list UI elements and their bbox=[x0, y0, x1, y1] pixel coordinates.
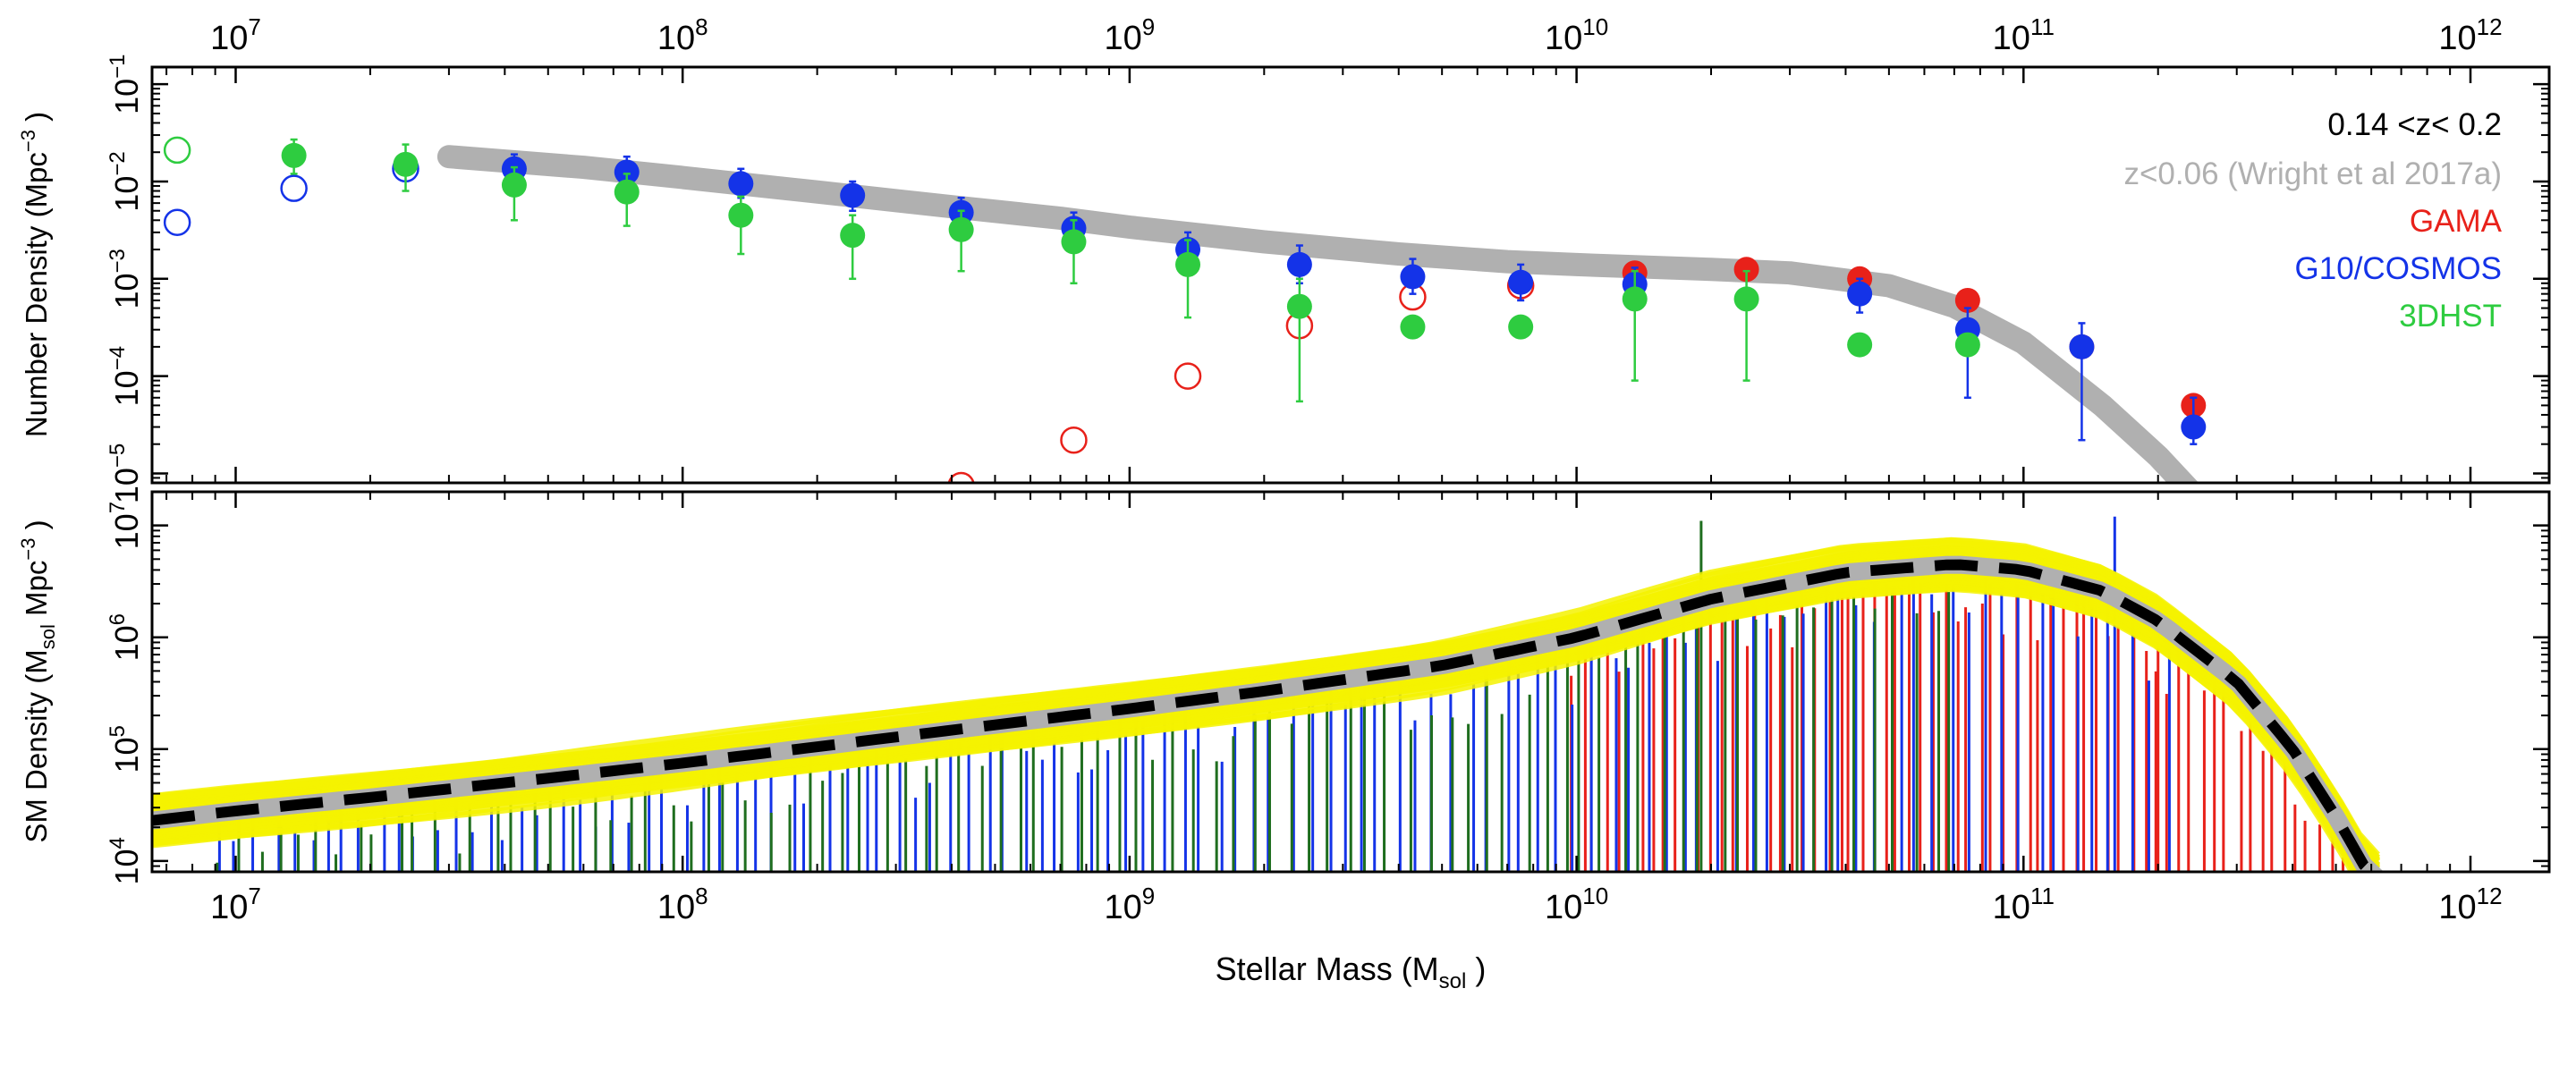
filled-point bbox=[1508, 314, 1534, 340]
x-tick-label: 107 bbox=[210, 883, 261, 926]
number-density-points bbox=[163, 136, 2207, 483]
x-tick-label-top: 1010 bbox=[1545, 13, 1608, 57]
filled-point bbox=[1847, 281, 1873, 307]
x-tick-label: 1011 bbox=[1993, 883, 2055, 926]
open-point bbox=[163, 136, 191, 165]
filled-point bbox=[2069, 334, 2095, 359]
filled-point bbox=[728, 171, 754, 197]
filled-point bbox=[1061, 229, 1087, 255]
open-point bbox=[1060, 426, 1088, 454]
y-tick-label: 10−2 bbox=[106, 151, 145, 211]
x-tick-label: 1012 bbox=[2438, 883, 2502, 926]
open-point bbox=[1174, 362, 1202, 390]
bottom-y-axis-ticks: 107 106 105 104 bbox=[106, 502, 2549, 885]
filled-point bbox=[614, 159, 640, 185]
filled-point bbox=[728, 202, 754, 228]
filled-point bbox=[840, 182, 866, 208]
filled-point bbox=[1286, 251, 1312, 277]
filled-point bbox=[1622, 286, 1648, 312]
y-tick-label: 106 bbox=[106, 613, 145, 661]
filled-point bbox=[1286, 293, 1312, 319]
x-tick-label-top: 1011 bbox=[1993, 13, 2055, 57]
y-tick-label: 10−5 bbox=[106, 444, 145, 503]
y-tick-label: 105 bbox=[106, 725, 145, 773]
x-tick-label-top: 108 bbox=[657, 13, 708, 57]
top-plot-frame bbox=[150, 65, 2551, 485]
y-tick-label: 10−4 bbox=[106, 346, 145, 406]
legend-entry: G10/COSMOS bbox=[2295, 251, 2502, 286]
filled-point bbox=[1847, 332, 1873, 358]
series-gama bbox=[947, 257, 2207, 483]
redshift-label: 0.14 <z< 0.2 bbox=[2327, 107, 2502, 142]
filled-point bbox=[614, 179, 640, 205]
top-y-axis-ticks: 10−1 10−2 10−3 10−4 10−5 bbox=[106, 54, 2549, 503]
best-fit-dashed bbox=[152, 559, 2379, 872]
filled-point bbox=[1954, 287, 1980, 313]
filled-point bbox=[1508, 269, 1534, 295]
filled-point bbox=[393, 151, 419, 177]
top-x-axis-ticks: 107 108 109 1010 1011 1012 bbox=[165, 13, 2503, 483]
bottom-y-axis-label: SM Density (Msol Mpc−3 ) bbox=[17, 520, 59, 842]
x-tick-label: 108 bbox=[657, 883, 708, 926]
legend-entry: z<0.06 (Wright et al 2017a) bbox=[2123, 156, 2502, 191]
series-3dhst bbox=[163, 136, 1980, 403]
x-tick-label-top: 1012 bbox=[2438, 13, 2502, 57]
y-tick-label: 104 bbox=[106, 837, 145, 884]
filled-point bbox=[501, 172, 527, 198]
filled-point bbox=[1954, 332, 1980, 358]
x-tick-label: 1010 bbox=[1545, 883, 1608, 926]
best-fit-curve bbox=[152, 555, 2385, 872]
top-y-axis-label: Number Density (Mpc−3 ) bbox=[17, 112, 53, 437]
filled-point bbox=[840, 223, 866, 249]
x-tick-label-top: 107 bbox=[210, 13, 261, 57]
filled-point bbox=[1400, 314, 1426, 340]
legend: z<0.06 (Wright et al 2017a) GAMA G10/COSMO… bbox=[2123, 156, 2502, 334]
x-axis-label: Stellar Mass (Msol ) bbox=[1216, 950, 1487, 993]
filled-point bbox=[948, 216, 974, 242]
filled-point bbox=[281, 142, 307, 168]
open-point bbox=[947, 471, 975, 483]
open-point bbox=[163, 208, 191, 236]
x-tick-label: 109 bbox=[1105, 883, 1156, 926]
filled-point bbox=[1400, 264, 1426, 290]
x-tick-label-top: 109 bbox=[1105, 13, 1156, 57]
y-tick-label: 10−3 bbox=[106, 249, 145, 308]
filled-point bbox=[1733, 257, 1759, 283]
filled-point bbox=[1175, 251, 1201, 277]
sm-density-bars bbox=[216, 516, 2356, 872]
open-point bbox=[280, 174, 308, 202]
reference-curve-wright2017a bbox=[436, 145, 2199, 483]
filled-point bbox=[1733, 286, 1759, 312]
bottom-x-axis-ticks: 107 108 109 1010 1011 1012 bbox=[165, 492, 2503, 926]
filled-point bbox=[2181, 414, 2207, 440]
band-realisation bbox=[152, 539, 2380, 858]
y-tick-label: 107 bbox=[106, 502, 145, 549]
legend-entry: GAMA bbox=[2410, 204, 2503, 239]
number-density-panel: 107 108 109 1010 1011 1012 10−110−210−310−410… bbox=[17, 13, 2551, 503]
legend-entry: 3DHST bbox=[2399, 299, 2502, 334]
y-tick-label: 10−1 bbox=[106, 54, 145, 114]
sm-density-panel: 107 108 109 1010 1011 1012 107 106 105 104 SM De… bbox=[17, 490, 2551, 993]
reference-curve-line bbox=[436, 145, 2199, 483]
